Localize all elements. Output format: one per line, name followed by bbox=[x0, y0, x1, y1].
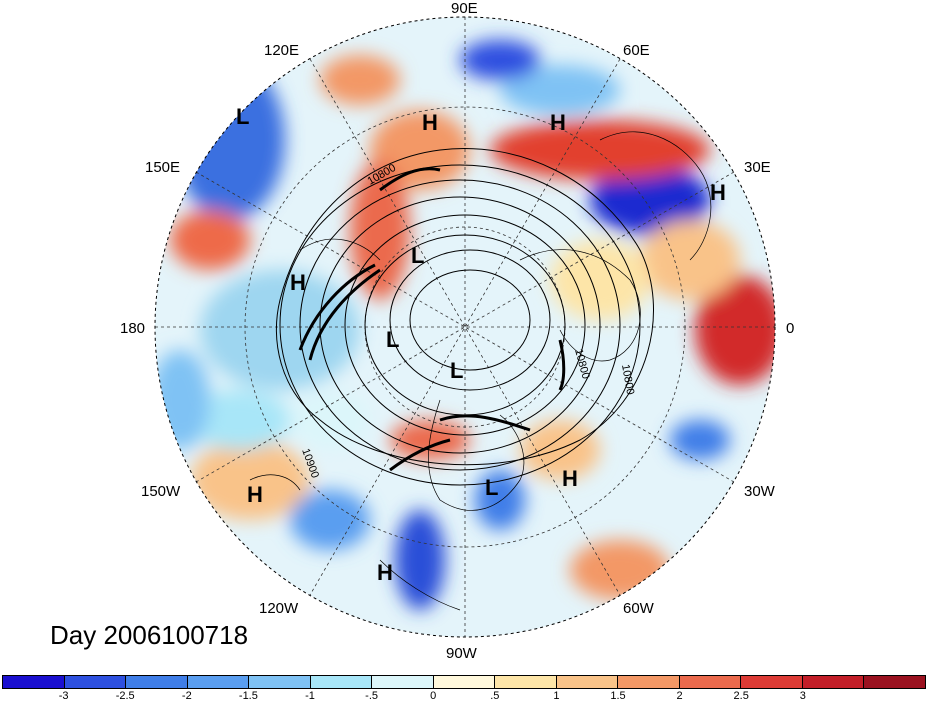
colorbar-tick-label: -2 bbox=[181, 690, 192, 702]
jet-contours bbox=[298, 167, 566, 472]
colorbar-box bbox=[495, 676, 557, 688]
colorbar-tick-label: 0 bbox=[430, 690, 437, 702]
colorbar bbox=[2, 675, 926, 689]
colorbar-box bbox=[126, 676, 188, 688]
pressure-center-high: H bbox=[247, 482, 263, 507]
lon-label-150w: 150W bbox=[141, 483, 181, 500]
lon-label-30e: 30E bbox=[744, 159, 771, 176]
colorbar-tick-label: 1.5 bbox=[610, 690, 626, 702]
height-contours bbox=[275, 148, 654, 486]
colorbar-tick-label: 3 bbox=[799, 690, 806, 702]
lon-label-0: 0 bbox=[786, 320, 794, 337]
lon-label-120e: 120E bbox=[264, 42, 299, 59]
colorbar-box bbox=[802, 676, 865, 688]
lon-label-150e: 150E bbox=[145, 159, 180, 176]
colorbar-tick-label: 1 bbox=[553, 690, 560, 702]
lon-label-90w: 90W bbox=[446, 645, 478, 662]
colorbar-tick-label: .5 bbox=[490, 690, 500, 702]
colorbar-box bbox=[3, 676, 65, 688]
colorbar-box bbox=[187, 676, 250, 688]
colorbar-tick-label: -3 bbox=[58, 690, 69, 702]
colorbar-box bbox=[556, 676, 619, 688]
date-label: Day 2006100718 bbox=[50, 620, 249, 650]
graticule bbox=[155, 17, 775, 637]
colorbar-box bbox=[679, 676, 742, 688]
colorbar-box bbox=[433, 676, 496, 688]
pressure-center-high: H bbox=[710, 180, 726, 205]
pressure-center-high: H bbox=[377, 560, 393, 585]
colorbar-box bbox=[741, 676, 803, 688]
colorbar-ticks: -3 -2.5 -2 -1.5 -1 -.5 0 .5 1 1.5 2 2.5 3 bbox=[2, 690, 926, 702]
pressure-center-high: H bbox=[290, 270, 306, 295]
colorbar-box bbox=[64, 676, 127, 688]
lon-label-30w: 30W bbox=[744, 483, 776, 500]
lon-label-90e: 90E bbox=[451, 0, 478, 17]
colorbar-box bbox=[372, 676, 434, 688]
pressure-center-low: L bbox=[386, 327, 399, 352]
colorbar-tick-label: -2.5 bbox=[115, 690, 135, 702]
lon-label-180: 180 bbox=[120, 320, 145, 337]
colorbar-tick-label: 2.5 bbox=[733, 690, 749, 702]
pressure-center-high: H bbox=[550, 110, 566, 135]
pressure-center-high: H bbox=[422, 110, 438, 135]
colorbar-box bbox=[249, 676, 311, 688]
map-boundary bbox=[154, 16, 776, 638]
contour-label: 10800 bbox=[619, 363, 636, 395]
colorbar-box bbox=[864, 676, 925, 688]
pressure-center-low: L bbox=[485, 475, 498, 500]
colorbar-tick-label: -1 bbox=[305, 690, 315, 702]
pressure-center-low: L bbox=[236, 104, 249, 129]
lon-label-60w: 60W bbox=[623, 600, 655, 617]
colorbar-tick-label: -.5 bbox=[365, 690, 379, 702]
anomaly-field bbox=[155, 17, 775, 637]
colorbar-tick-label: -1.5 bbox=[238, 690, 258, 702]
pressure-center-high: H bbox=[562, 466, 578, 491]
colorbar-box bbox=[618, 676, 680, 688]
pressure-center-low: L bbox=[450, 358, 463, 383]
colorbar-box bbox=[310, 676, 373, 688]
lon-label-60e: 60E bbox=[623, 42, 650, 59]
pressure-center-low: L bbox=[411, 243, 424, 268]
lon-label-120w: 120W bbox=[259, 600, 299, 617]
colorbar-tick-label: 2 bbox=[676, 690, 683, 702]
